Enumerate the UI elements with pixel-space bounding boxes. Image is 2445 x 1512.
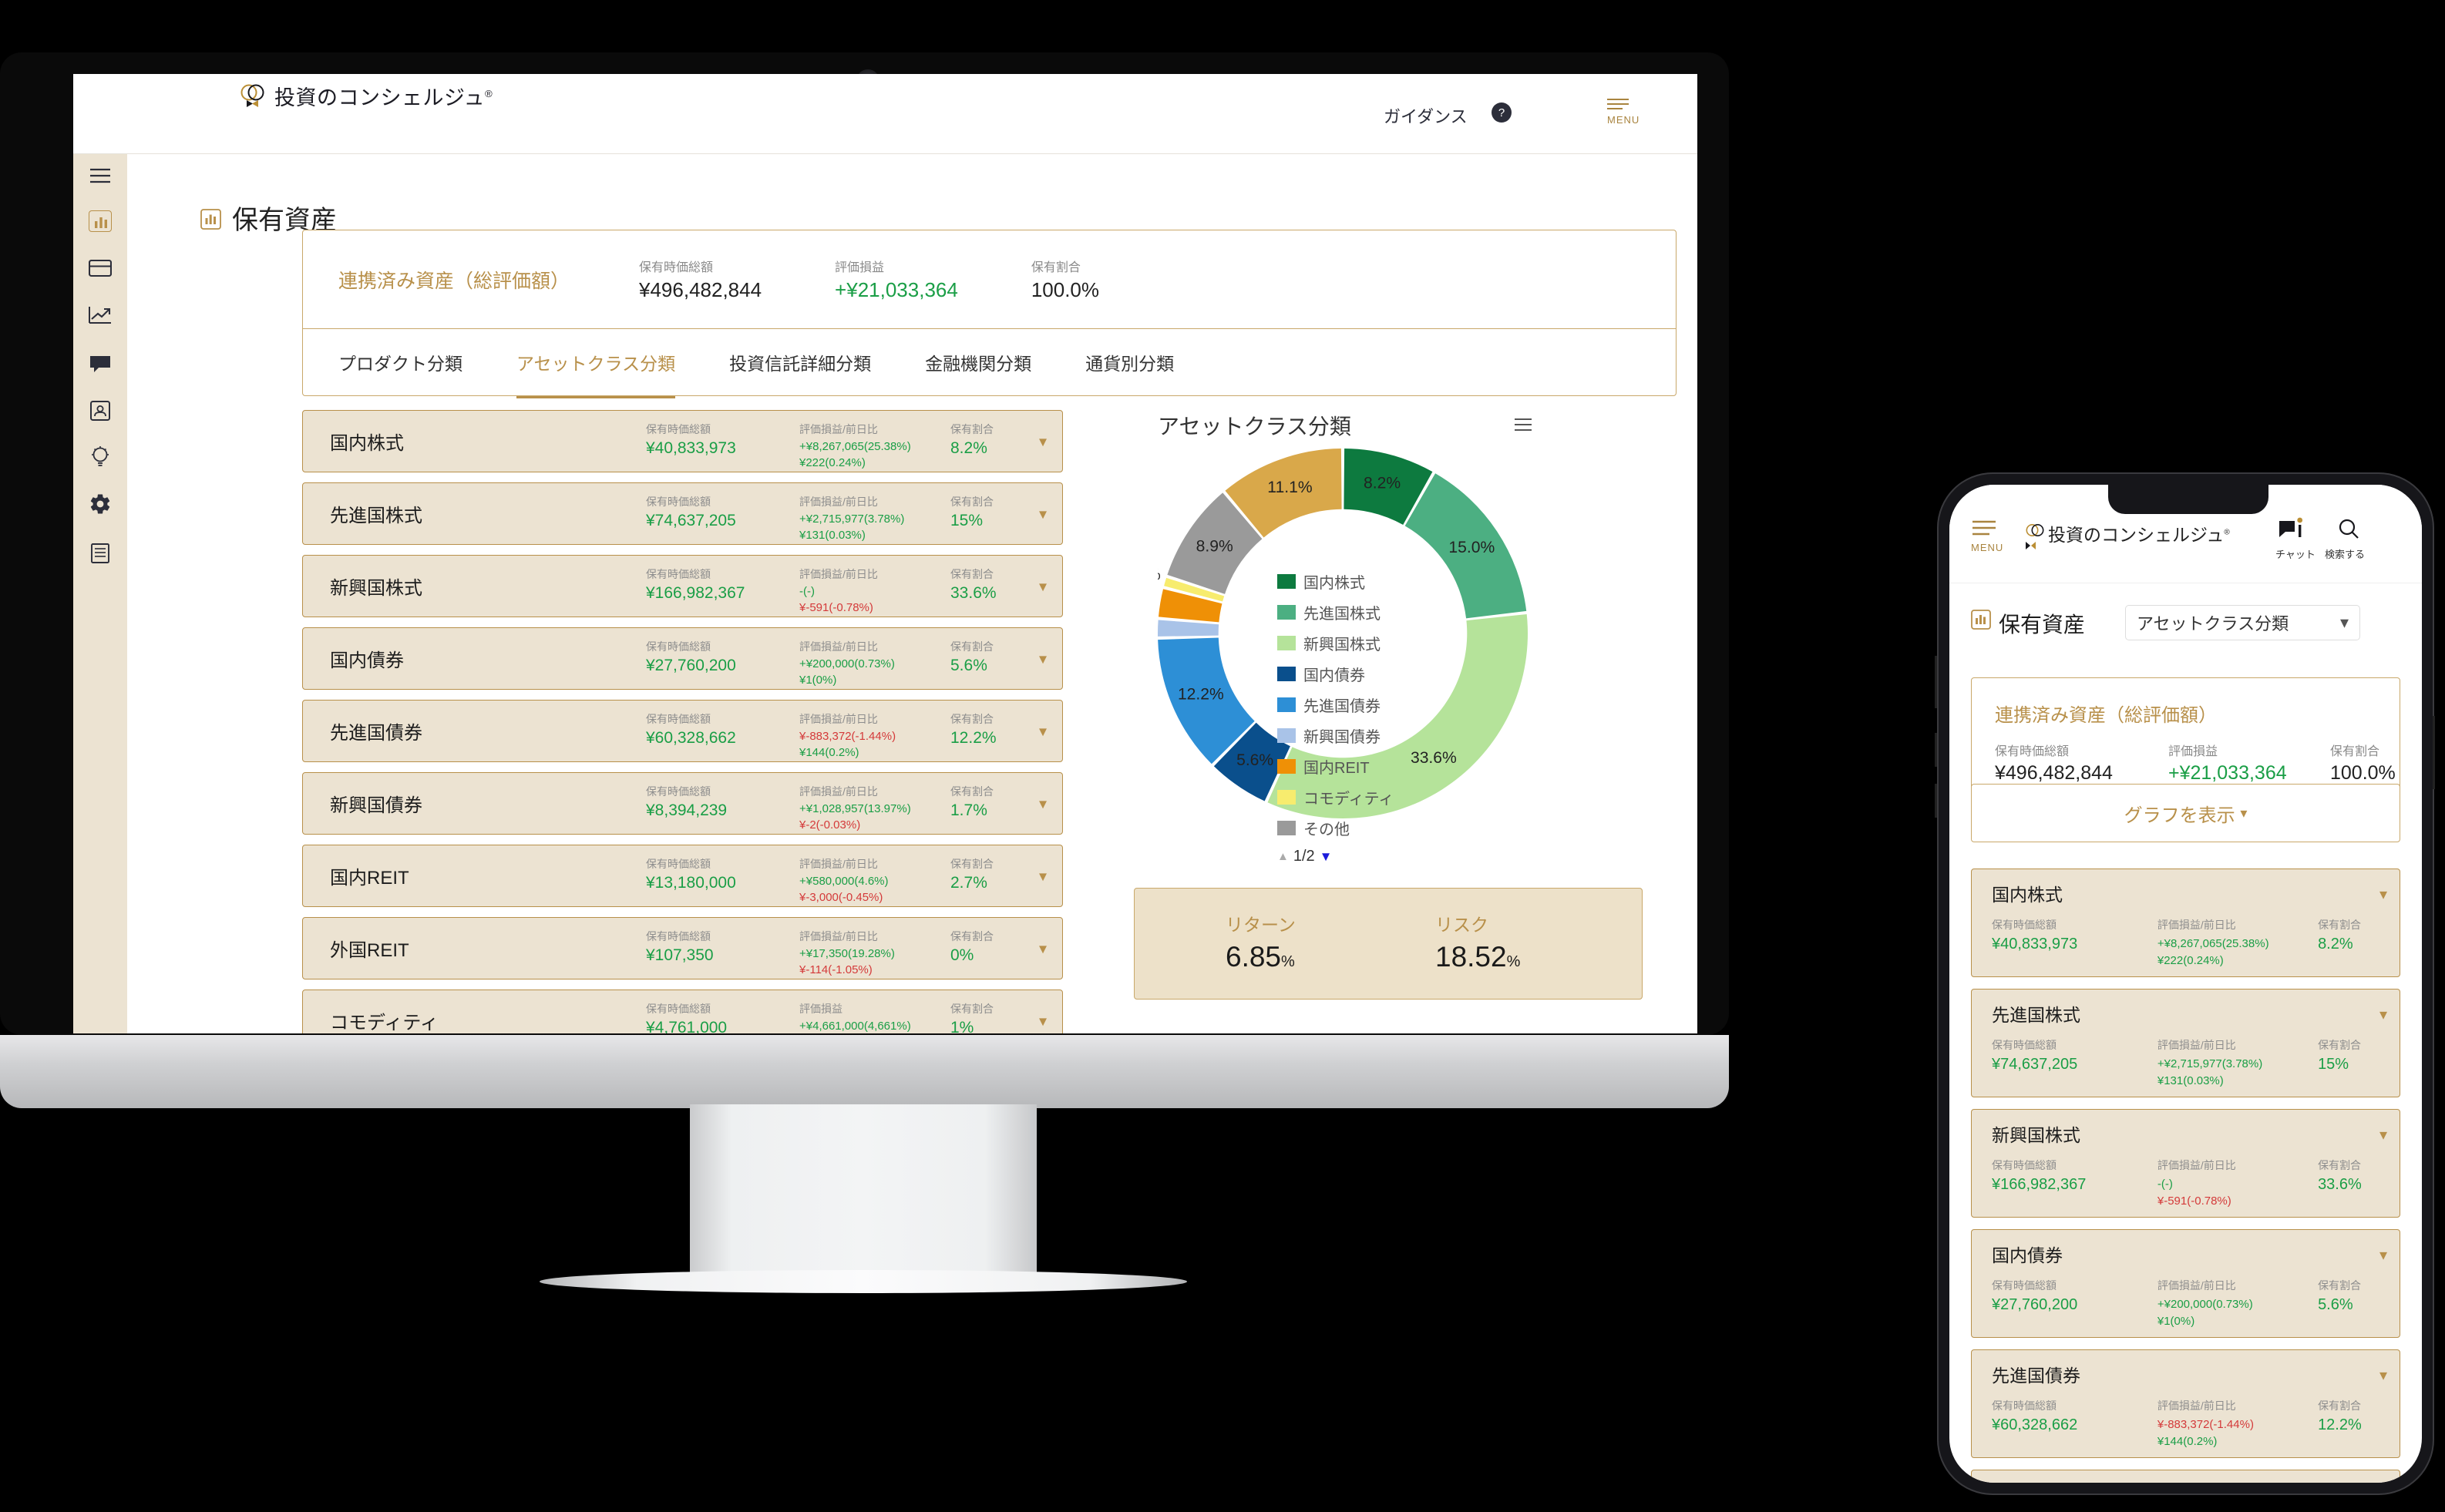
svg-text:8.9%: 8.9%	[1196, 537, 1233, 555]
svg-text:11.1%: 11.1%	[1267, 479, 1313, 496]
svg-text:8.2%: 8.2%	[1364, 475, 1401, 492]
svg-text:12.2%: 12.2%	[1178, 685, 1224, 703]
svg-text:?: ?	[1498, 106, 1505, 119]
svg-text:1.0%: 1.0%	[1158, 567, 1161, 583]
svg-text:15.0%: 15.0%	[1448, 539, 1495, 556]
svg-text:5.6%: 5.6%	[1236, 751, 1273, 769]
